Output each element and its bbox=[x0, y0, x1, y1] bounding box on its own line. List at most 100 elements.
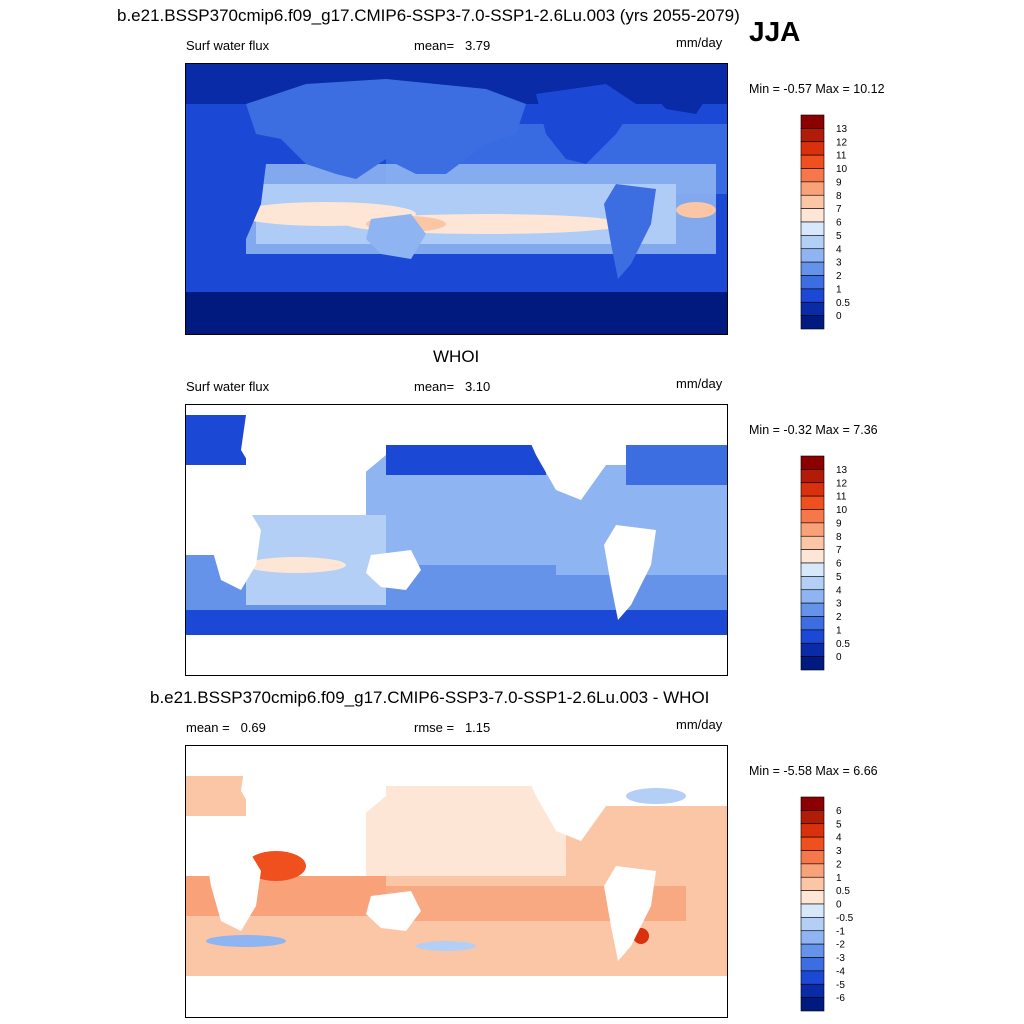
colorbar-tick-label: -2 bbox=[836, 940, 845, 951]
colorbar-tick-label: 0 bbox=[836, 652, 842, 663]
colorbar-tick-label: 12 bbox=[836, 137, 848, 148]
colorbar-tick-label: 0.5 bbox=[836, 639, 850, 650]
colorbar-swatch bbox=[800, 890, 825, 905]
colorbar-swatch bbox=[800, 114, 825, 129]
colorbar-tick-label: 4 bbox=[836, 244, 842, 255]
panel-title: b.e21.BSSP370cmip6.f09_g17.CMIP6-SSP3-7.… bbox=[150, 688, 710, 707]
colorbar-tick-label: -3 bbox=[836, 953, 845, 964]
colorbar-tick-label: 1 bbox=[836, 625, 842, 636]
colorbar-tick-label: 2 bbox=[836, 612, 842, 623]
colorbar-swatch bbox=[800, 248, 825, 263]
colorbar-tick-label: 4 bbox=[836, 585, 842, 596]
colorbar-tick-label: 6 bbox=[836, 806, 842, 817]
colorbar-swatch bbox=[800, 589, 825, 604]
colorbar-swatch bbox=[800, 455, 825, 470]
colorbar-swatch bbox=[800, 997, 825, 1012]
colorbar-tick-label: 0 bbox=[836, 311, 842, 322]
colorbar-swatch bbox=[800, 509, 825, 524]
colorbar-tick-label: 4 bbox=[836, 833, 842, 844]
colorbar-swatch bbox=[800, 208, 825, 223]
colorbar-tick-label: 7 bbox=[836, 204, 842, 215]
colorbar-tick-label: -5 bbox=[836, 980, 845, 991]
colorbar-diff: 6 5 4 3 2 1 0.5 0 -0.5 -1 -2 -3 -4 -5 -6 bbox=[800, 796, 854, 1012]
panel-mean-value: 3.79 bbox=[464, 38, 491, 53]
colorbar-swatch bbox=[800, 301, 825, 316]
panel-mean-label: mean = 0.69 bbox=[186, 720, 266, 735]
map-model-plot bbox=[186, 64, 727, 334]
map-obs-plot bbox=[186, 405, 727, 675]
colorbar-swatch bbox=[800, 315, 825, 330]
panel-mean-label: mean= 3.10 bbox=[414, 379, 491, 394]
colorbar-tick-label: 10 bbox=[836, 505, 848, 516]
colorbar-swatch bbox=[800, 903, 825, 918]
panel-units-label: mm/day bbox=[676, 35, 723, 50]
colorbar-tick-label: -0.5 bbox=[836, 913, 854, 924]
colorbar-swatch bbox=[800, 141, 825, 156]
colorbar-tick-label: 0.5 bbox=[836, 886, 850, 897]
map-obs bbox=[185, 404, 728, 676]
panel-mean-value: 3.10 bbox=[464, 379, 491, 394]
panel-rmse-value: 1.15 bbox=[464, 720, 491, 735]
colorbar-swatch bbox=[800, 876, 825, 891]
colorbar-tick-label: 13 bbox=[836, 465, 848, 476]
colorbar-tick-label: 3 bbox=[836, 846, 842, 857]
colorbar-swatch bbox=[800, 576, 825, 591]
colorbar-swatch bbox=[800, 642, 825, 657]
colorbar-swatch bbox=[800, 154, 825, 169]
colorbar-swatch bbox=[800, 221, 825, 236]
colorbar-swatch bbox=[800, 535, 825, 550]
colorbar-swatch bbox=[800, 194, 825, 209]
panel-minmax-label: Min = -0.57 Max = 10.12 bbox=[749, 82, 885, 96]
colorbar-swatch bbox=[800, 823, 825, 838]
colorbar-tick-label: 6 bbox=[836, 559, 842, 570]
panel-title: WHOI bbox=[433, 347, 480, 366]
colorbar-tick-label: 2 bbox=[836, 859, 842, 870]
colorbar-swatch bbox=[800, 930, 825, 945]
panel-units-label: mm/day bbox=[676, 376, 723, 391]
colorbar-swatch bbox=[800, 850, 825, 865]
panel-minmax-label: Min = -5.58 Max = 6.66 bbox=[749, 764, 878, 778]
colorbar-obs: 13 12 11 10 9 8 7 6 5 4 3 2 1 0.5 0 bbox=[800, 455, 850, 671]
colorbar-swatch bbox=[800, 983, 825, 998]
colorbar-tick-label: 9 bbox=[836, 518, 842, 529]
colorbar-swatch bbox=[800, 957, 825, 972]
panel-variable-label: Surf water flux bbox=[186, 38, 270, 53]
colorbar-tick-label: 13 bbox=[836, 124, 848, 135]
colorbar-swatch bbox=[800, 288, 825, 303]
colorbar-swatch bbox=[800, 482, 825, 497]
colorbar-tick-label: -4 bbox=[836, 966, 845, 977]
colorbar-tick-label: 7 bbox=[836, 545, 842, 556]
colorbar-tick-label: 0.5 bbox=[836, 298, 850, 309]
colorbar-tick-label: 12 bbox=[836, 478, 848, 489]
colorbar-tick-label: 0 bbox=[836, 900, 842, 911]
colorbar-swatch bbox=[800, 168, 825, 183]
colorbar-tick-label: 11 bbox=[836, 492, 847, 503]
colorbar-tick-label: 3 bbox=[836, 258, 842, 269]
panel-units-label: mm/day bbox=[676, 717, 723, 732]
colorbar-swatch bbox=[800, 810, 825, 825]
colorbar-tick-label: 8 bbox=[836, 532, 842, 543]
colorbar-swatch bbox=[800, 917, 825, 932]
colorbar-swatch bbox=[800, 629, 825, 644]
season-label: JJA bbox=[749, 16, 801, 47]
figure-title: b.e21.BSSP370cmip6.f09_g17.CMIP6-SSP3-7.… bbox=[117, 6, 740, 25]
colorbar-tick-label: 5 bbox=[836, 572, 842, 583]
colorbar-swatch bbox=[800, 943, 825, 958]
colorbar-swatch bbox=[800, 616, 825, 631]
colorbar-swatch bbox=[800, 181, 825, 196]
colorbar-swatch bbox=[800, 495, 825, 510]
colorbar-swatch bbox=[800, 796, 825, 811]
colorbar-swatch bbox=[800, 549, 825, 564]
colorbar-swatch bbox=[800, 863, 825, 878]
colorbar-swatch bbox=[800, 656, 825, 671]
colorbar-tick-label: 5 bbox=[836, 819, 842, 830]
colorbar-tick-label: 3 bbox=[836, 599, 842, 610]
panel-mean-label: mean= 3.79 bbox=[414, 38, 491, 53]
colorbar-swatch bbox=[800, 562, 825, 577]
colorbar-tick-label: -1 bbox=[836, 926, 845, 937]
colorbar-swatch bbox=[800, 522, 825, 537]
colorbar-swatch bbox=[800, 261, 825, 276]
colorbar-swatch bbox=[800, 128, 825, 143]
colorbar-swatch bbox=[800, 602, 825, 617]
map-model bbox=[185, 63, 728, 335]
